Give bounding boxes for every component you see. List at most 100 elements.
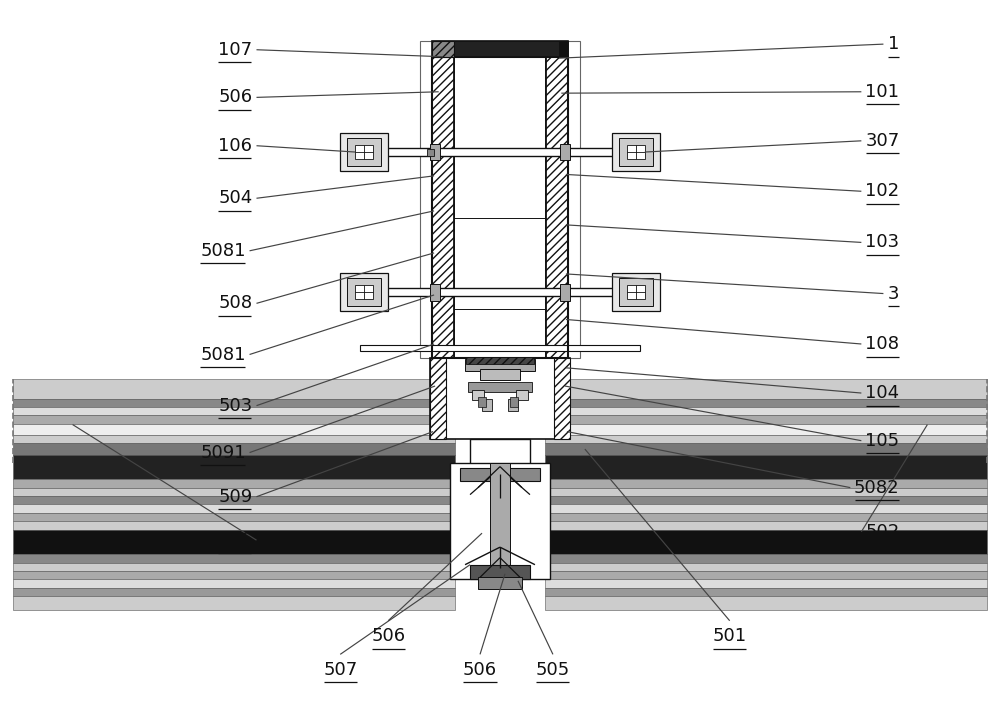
Bar [13,588,455,596]
Bar [545,529,987,554]
Text: 506: 506 [218,531,253,549]
Bar [350,148,650,157]
Bar [545,562,987,571]
Bar [13,496,455,505]
Bar [430,284,440,300]
Bar [545,435,987,444]
Bar [355,145,373,159]
Bar [545,579,987,588]
Bar [627,285,645,300]
Bar [545,496,987,505]
Text: 502: 502 [865,523,899,541]
Bar [13,435,455,444]
Text: 104: 104 [865,384,899,402]
Text: 3: 3 [888,284,899,303]
Text: 107: 107 [218,41,253,59]
Bar [360,345,640,351]
Bar [13,513,455,522]
Text: 508: 508 [218,294,253,312]
Bar [347,278,381,306]
Text: 102: 102 [865,183,899,200]
Bar [545,588,987,596]
Text: 507: 507 [323,661,357,679]
Text: 5082: 5082 [854,479,899,496]
Bar [619,138,653,166]
Text: 506: 506 [371,627,405,645]
Bar [340,273,388,312]
Text: 1: 1 [888,35,899,53]
Bar [13,562,455,571]
Bar [627,145,645,159]
Bar [470,439,530,495]
Bar [13,479,455,488]
Text: 103: 103 [865,233,899,251]
Bar [13,596,455,610]
Text: 503: 503 [218,397,253,415]
Bar [545,399,987,407]
Bar [612,273,660,312]
Bar [347,138,381,166]
Text: 509: 509 [218,488,253,505]
Text: 5091: 5091 [200,444,246,462]
Bar [432,57,568,358]
Bar [466,357,534,364]
Bar [559,41,568,57]
Bar [516,390,528,400]
Bar [13,529,455,554]
Bar [482,399,492,411]
Bar [546,57,568,358]
Bar [470,564,530,578]
Bar [420,41,580,358]
Bar [468,382,532,392]
Bar [13,571,455,579]
Bar [13,505,455,513]
Bar [545,379,987,399]
Bar [490,463,510,571]
Bar [427,149,434,156]
Bar [465,359,535,371]
Bar [545,444,987,455]
Bar [355,285,373,300]
Bar [454,57,546,358]
Bar [430,358,446,439]
Text: 5081: 5081 [200,241,246,260]
Text: 101: 101 [865,83,899,101]
Bar [13,407,455,416]
Bar [560,284,570,300]
Bar [460,468,540,481]
Bar [545,488,987,496]
Bar [13,579,455,588]
Text: 506: 506 [463,661,497,679]
Bar [510,397,518,407]
Bar [545,571,987,579]
Bar [554,358,570,439]
Bar [430,358,570,439]
Bar [545,479,987,488]
Bar [545,522,987,529]
Bar [508,399,518,411]
Bar [13,554,455,562]
Bar [13,522,455,529]
Bar [612,133,660,171]
Bar [478,576,522,589]
Bar [13,455,455,479]
Bar [13,488,455,496]
Text: 307: 307 [865,132,899,150]
Bar [545,455,987,479]
Text: 505: 505 [536,661,570,679]
Text: 506: 506 [218,88,253,107]
Text: 501: 501 [713,627,747,645]
Bar [13,416,455,424]
Bar [430,144,440,161]
Bar [545,505,987,513]
Bar [619,278,653,306]
Bar [432,57,454,358]
Bar [13,379,455,399]
Text: 108: 108 [865,335,899,353]
Bar [432,41,454,57]
Bar [480,369,520,380]
Bar [340,133,388,171]
Bar [432,41,568,57]
Text: 504: 504 [218,190,253,207]
Bar [545,407,987,416]
